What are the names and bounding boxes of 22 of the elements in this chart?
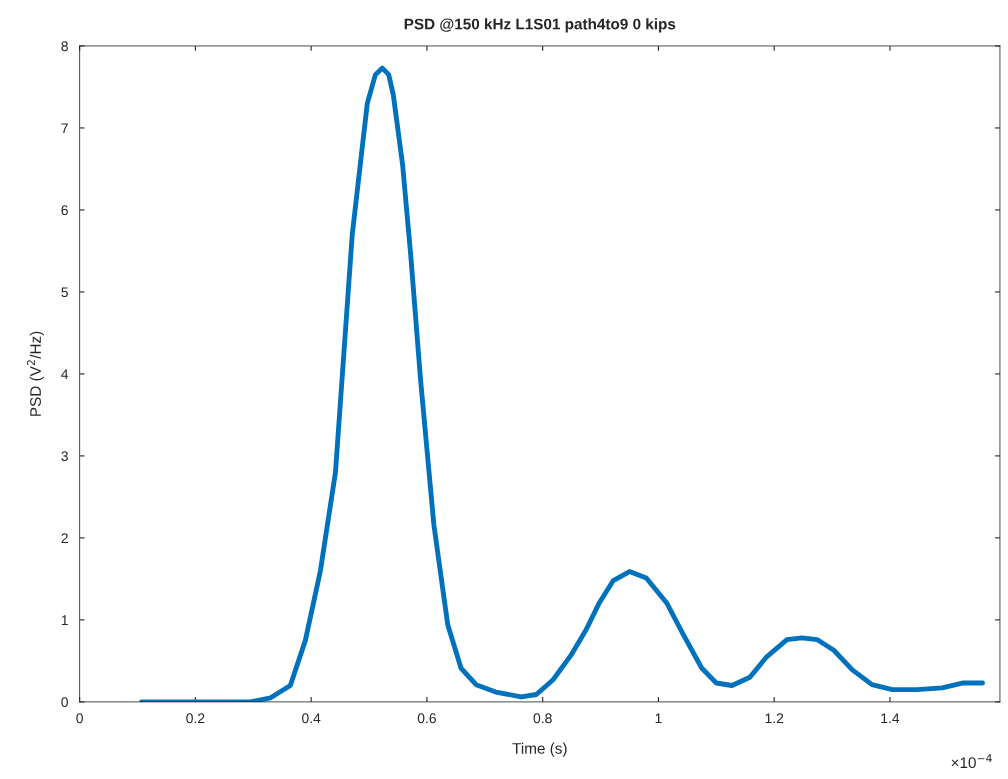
y-tick-label: 3 [61,451,68,462]
line-series [139,65,985,702]
y-tick-label: 8 [61,41,68,52]
x-tick-label: 0.2 [186,713,205,724]
y-axis-title: PSD (V$^{2}$/Hz) [27,331,44,416]
y-tick-label: 7 [61,123,68,133]
x-tick-label: 0 [76,713,83,724]
y-tick-label: 2 [61,533,68,543]
y-tick-label: 5 [61,287,68,298]
x-tick-label: 0.8 [533,713,552,724]
x-tick-label: 0.6 [417,713,436,724]
text: ×10$^{−4}$ [951,754,992,769]
y-tick-label: 0 [61,697,68,708]
x-tick-label: 0.4 [302,713,321,724]
y-tick-label: 4 [61,369,69,379]
chart-title: PSD @150 kHz L1S01 path4to9 0 kips [404,18,676,33]
x-tick-label: 1.2 [765,713,784,724]
y-tick-label: 6 [61,205,68,216]
x-axis-title: Time (s) [512,742,567,757]
x-tick-label: 1 [655,713,662,724]
y-tick-label: 1 [61,615,68,625]
x-tick-label: 1.4 [881,713,900,724]
